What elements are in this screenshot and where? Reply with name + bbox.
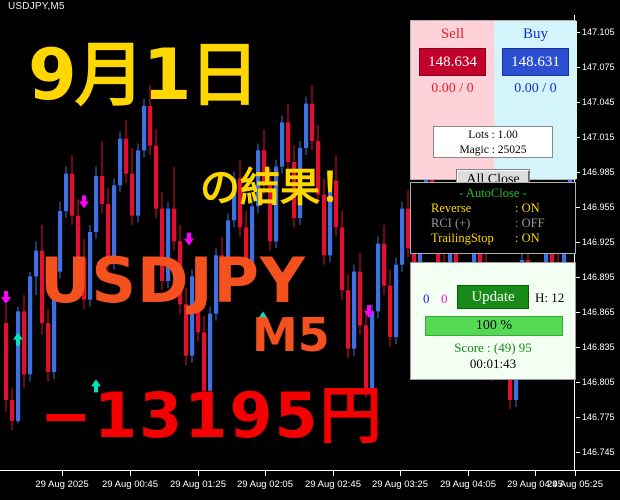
progress-bar: 100 %: [425, 316, 563, 336]
buy-price-button[interactable]: 148.631: [502, 48, 569, 76]
clock-label: 00:01:43: [469, 356, 517, 371]
autoclose-row-reverse[interactable]: Reverse : ON: [411, 201, 575, 216]
overlay-result-text: の結果！: [200, 165, 360, 211]
time-tick-label: 29 Aug 04:05: [440, 479, 496, 490]
autoclose-panel: - AutoClose - Reverse : ON RCI (+) : OFF…: [410, 182, 576, 254]
overlay-date-text: 9月1日: [28, 34, 259, 116]
magic-label: Magic : 25025: [459, 144, 527, 156]
autoclose-row-trailingstop[interactable]: TrailingStop : ON: [411, 231, 575, 246]
trailingstop-key: TrailingStop: [431, 231, 494, 245]
lots-label: Lots : 1.00: [468, 129, 518, 141]
price-tick: 146.985: [576, 167, 615, 177]
buy-title: Buy: [522, 26, 548, 42]
overlay-profit-loss-text: −13195円: [40, 379, 384, 452]
price-tick: 146.835: [576, 342, 615, 352]
time-tick-label: 29 Aug 02:05: [237, 479, 293, 490]
price-tick: 146.895: [576, 272, 615, 282]
price-tick: 146.865: [576, 307, 615, 317]
update-panel: 0 0 Update H: 12 100 % Score : (49) 95 0…: [410, 262, 576, 380]
overlay-pair-text: USDJPY: [40, 244, 306, 317]
time-tick-label: 29 Aug 01:25: [170, 479, 226, 490]
buy-pl-value: 0.00 / 0: [514, 81, 557, 96]
price-tick: 146.745: [576, 447, 615, 457]
rci-value: : OFF: [515, 216, 545, 230]
price-axis[interactable]: 147.105 147.075 147.045 147.015 146.985 146.9…: [576, 15, 620, 470]
sell-pl-value: 0.00 / 0: [431, 81, 474, 96]
time-tick-mark: [198, 471, 199, 476]
sell-title: Sell: [440, 26, 465, 42]
sell-price-button[interactable]: 148.634: [419, 48, 486, 76]
time-tick-mark: [468, 471, 469, 476]
price-tick: 146.775: [576, 412, 615, 422]
reverse-value: : ON: [515, 201, 540, 215]
time-tick-label: 29 Aug 2025: [35, 479, 89, 490]
score-label: Score : (49) 95: [454, 340, 532, 355]
counter-magenta: 0: [441, 291, 448, 306]
time-tick-label: 29 Aug 02:45: [305, 479, 361, 490]
lots-magic-box: Lots : 1.00 Magic : 25025: [433, 126, 553, 158]
time-tick-mark: [400, 471, 401, 476]
overlay-timeframe-text: M5: [252, 308, 330, 362]
price-tick: 147.045: [576, 97, 615, 107]
time-tick-label: 29 Aug 05:25: [547, 479, 603, 490]
time-tick-label: 29 Aug 03:25: [372, 479, 428, 490]
price-tick: 146.955: [576, 202, 615, 212]
hours-label: H: 12: [535, 290, 565, 305]
autoclose-title: - AutoClose -: [459, 186, 527, 200]
price-tick: 146.925: [576, 237, 615, 247]
buy-side: Buy 148.631 0.00 / 0: [494, 21, 577, 179]
time-tick-mark: [333, 471, 334, 476]
time-tick-mark: [62, 471, 63, 476]
chart-title: USDJPY,M5: [8, 1, 65, 12]
autoclose-row-rci[interactable]: RCI (+) : OFF: [411, 216, 575, 231]
time-tick-mark: [265, 471, 266, 476]
time-tick-label: 29 Aug 00:45: [102, 479, 158, 490]
time-axis[interactable]: 29 Aug 2025 29 Aug 00:45 29 Aug 01:25 29 Au…: [0, 470, 620, 500]
reverse-key: Reverse: [431, 201, 472, 215]
time-tick-label: 29 Aug 04:45: [507, 479, 563, 490]
price-tick: 147.105: [576, 27, 615, 37]
chart-titlebar: USDJPY,M5: [0, 0, 620, 15]
rci-key: RCI (+): [431, 216, 471, 230]
sell-side: Sell 148.634 0.00 / 0: [411, 21, 494, 179]
counter-blue: 0: [423, 291, 430, 306]
update-button[interactable]: Update: [457, 285, 529, 309]
time-tick-mark: [535, 471, 536, 476]
price-tick: 146.805: [576, 377, 615, 387]
trailingstop-value: : ON: [515, 231, 540, 245]
trade-panel: Sell 148.634 0.00 / 0 Buy 148.631 0.00 /…: [410, 20, 577, 190]
time-tick-mark: [575, 471, 576, 476]
price-tick: 147.075: [576, 62, 615, 72]
time-tick-mark: [130, 471, 131, 476]
price-tick: 147.015: [576, 132, 615, 142]
